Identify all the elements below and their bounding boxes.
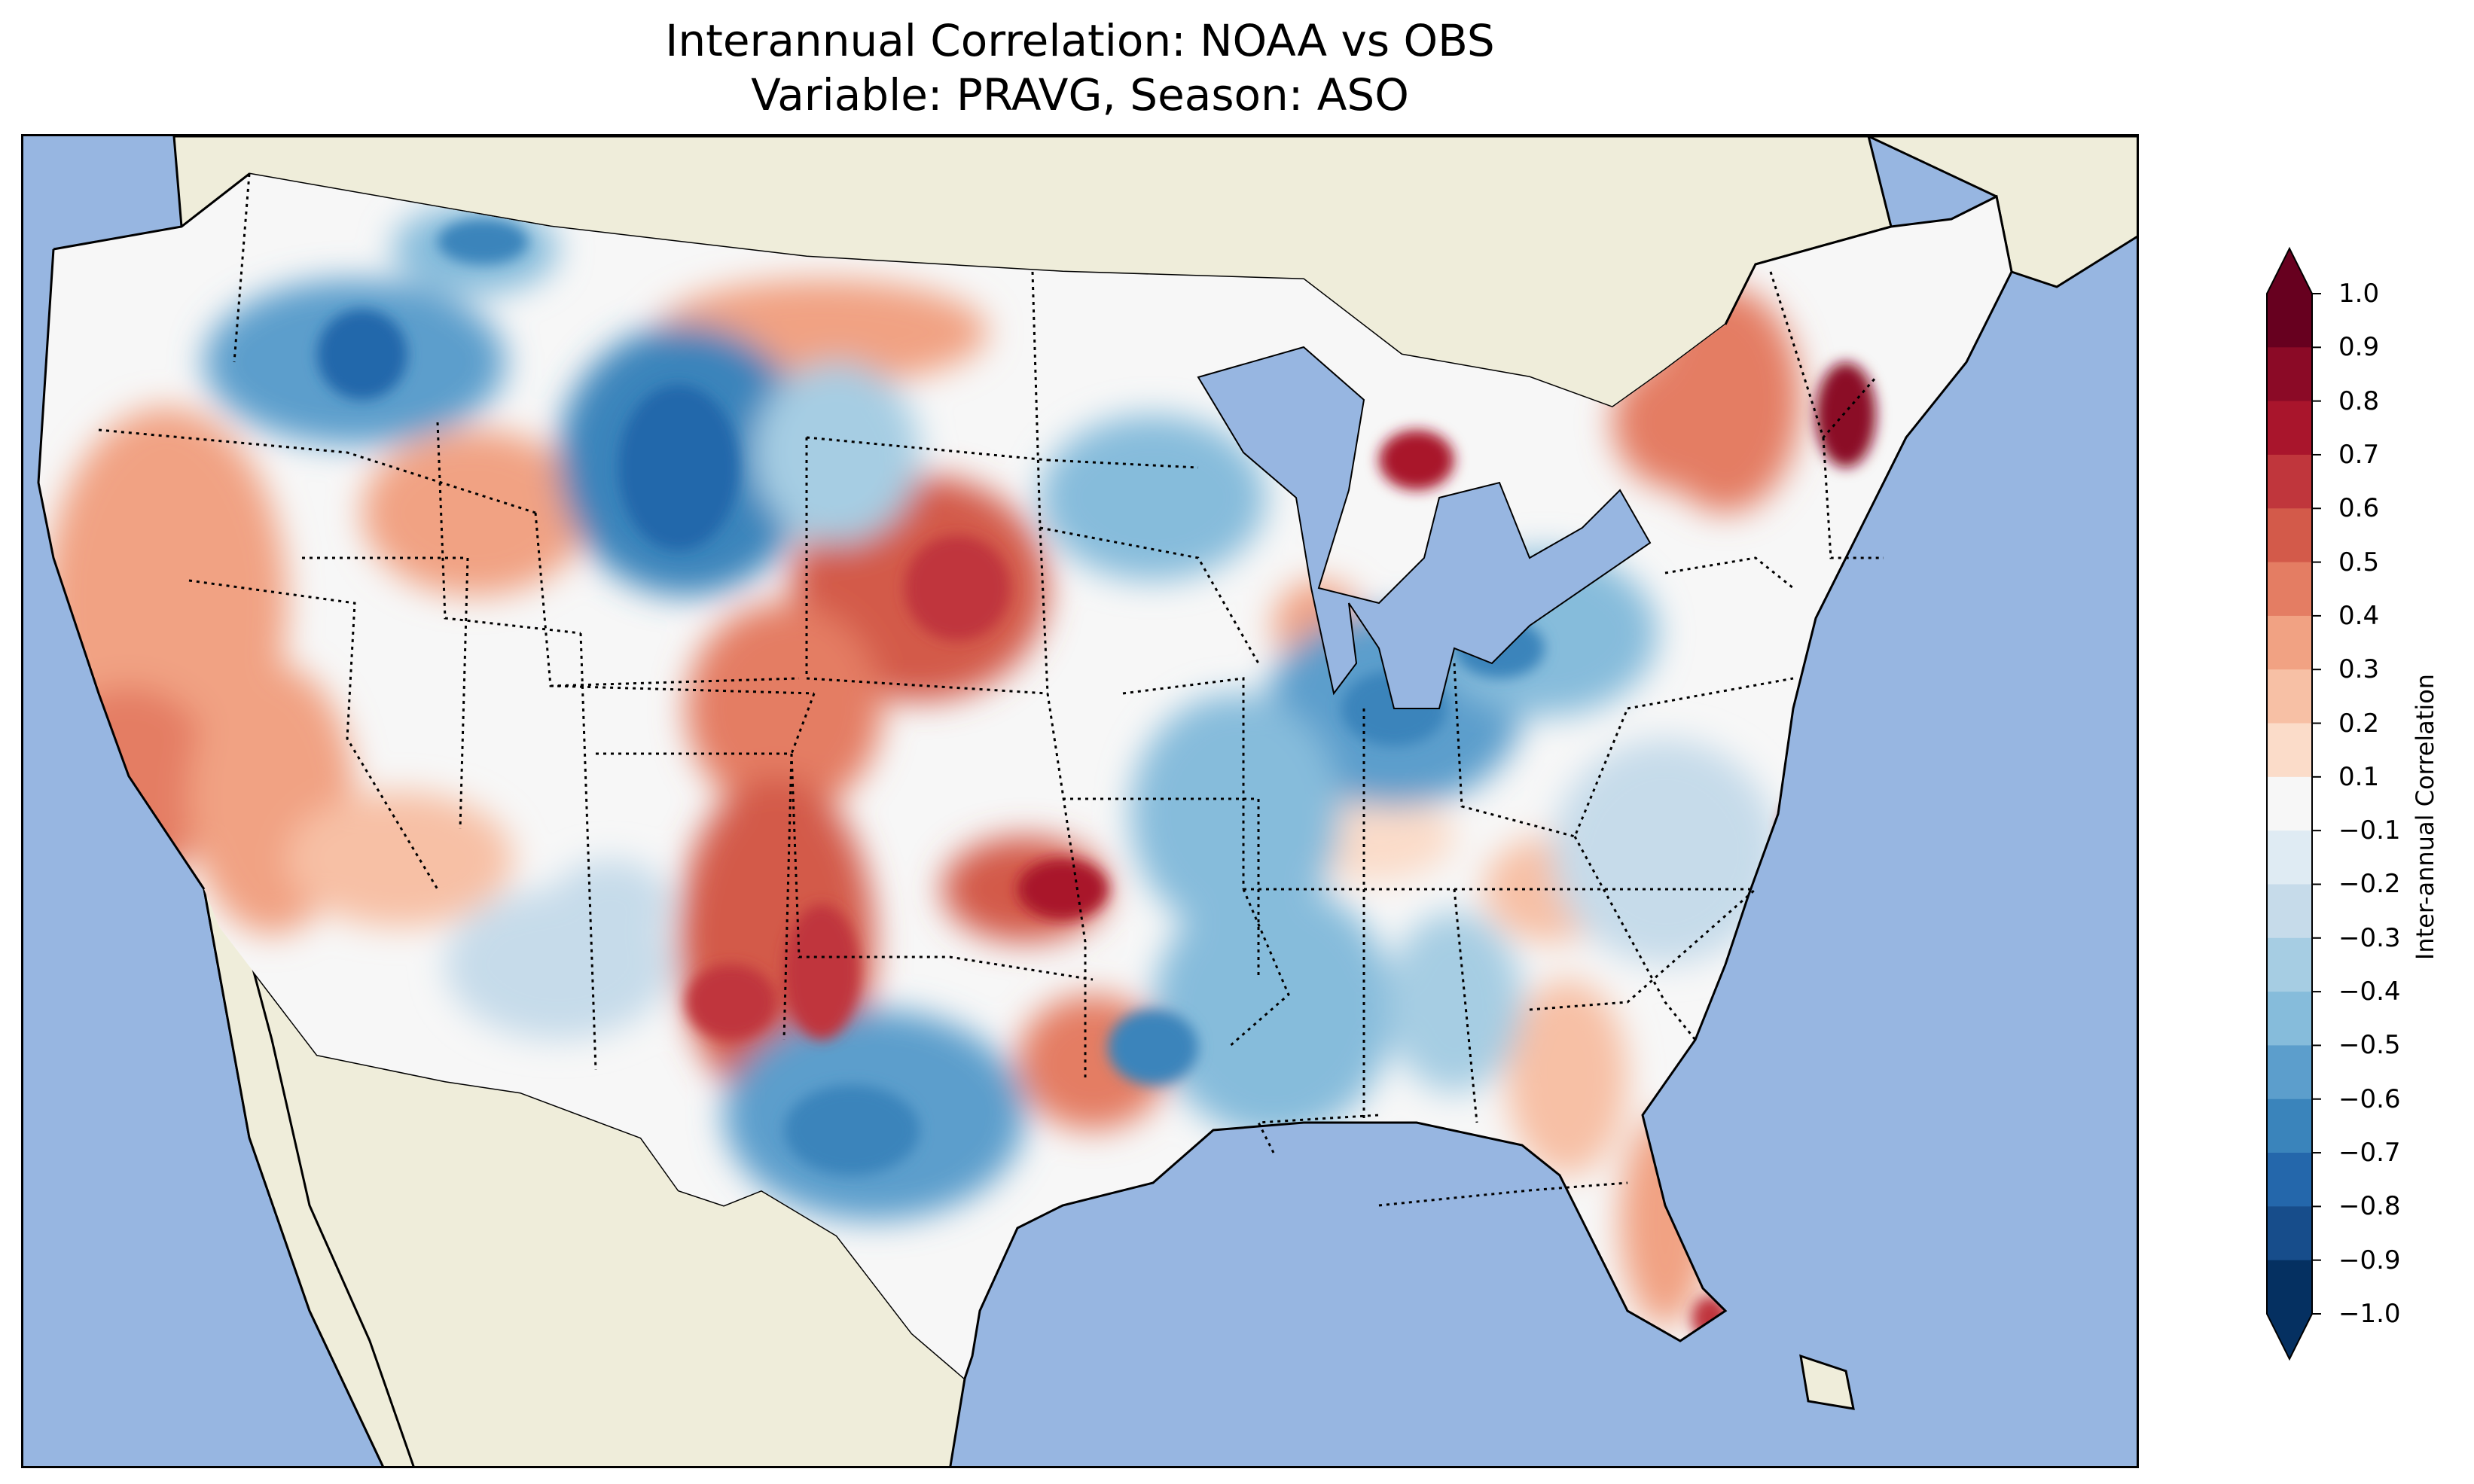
colorbar-segment <box>2267 884 2312 939</box>
colorbar-segment <box>2267 615 2312 670</box>
state-borders <box>98 173 1884 1207</box>
baja-peninsula-land <box>202 885 415 1466</box>
colorbar-segment <box>2267 562 2312 617</box>
colorbar-tick-label: −0.4 <box>2338 977 2401 1007</box>
colorbar-segment <box>2267 937 2312 992</box>
colorbar-segment <box>2267 294 2312 348</box>
great-lakes <box>1197 346 1652 709</box>
bahamas-land <box>1799 1354 1855 1410</box>
colorbar-tick-label: 0.1 <box>2338 761 2380 792</box>
colorbar-tick-label: −0.7 <box>2338 1138 2401 1169</box>
colorbar-extend-min <box>2267 1314 2312 1359</box>
colorbar-segment <box>2267 454 2312 509</box>
colorbar-segment <box>2267 669 2312 724</box>
title-line-2: Variable: PRAVG, Season: ASO <box>751 69 1409 120</box>
colorbar-segment <box>2267 992 2312 1046</box>
colorbar-tick-label: 0.9 <box>2338 332 2380 363</box>
colorbar-tick-label: 1.0 <box>2338 279 2380 309</box>
colorbar-tick-label: 0.8 <box>2338 385 2380 416</box>
colorbar-extend-max <box>2267 248 2312 294</box>
colorbar-tick-label: −0.5 <box>2338 1030 2401 1061</box>
colorbar-tick-label: −0.3 <box>2338 922 2401 953</box>
colorbar-segment <box>2267 1153 2312 1207</box>
colorbar-tick-label: −0.9 <box>2338 1245 2401 1275</box>
colorbar-segment <box>2267 1099 2312 1153</box>
colorbar-segment <box>2267 1206 2312 1261</box>
colorbar-segment <box>2267 508 2312 563</box>
colorbar-segment <box>2267 830 2312 885</box>
colorbar-tick-label: 0.5 <box>2338 547 2380 577</box>
us-correlation-map <box>37 136 2137 1466</box>
colorbar-tick-label: −1.0 <box>2338 1299 2401 1329</box>
colorbar-tick-label: 0.3 <box>2338 654 2380 685</box>
colorbar-tick-label: 0.4 <box>2338 600 2380 631</box>
us-coastline <box>37 172 2013 1379</box>
colorbar-segment <box>2267 1260 2312 1315</box>
map-title: Interannual Correlation: NOAA vs OBS Var… <box>21 14 2139 122</box>
map-panel <box>21 134 2139 1468</box>
colorbar-label: Inter-annual Correlation <box>2411 673 2439 961</box>
colorbar-tick-label: −0.6 <box>2338 1083 2401 1114</box>
colorbar-tick-label: −0.8 <box>2338 1191 2401 1222</box>
colorbar-segment <box>2267 723 2312 778</box>
colorbar-tick-label: 0.2 <box>2338 708 2380 739</box>
colorbar-outline <box>2266 246 2313 1361</box>
colorbar-segment <box>2267 401 2312 456</box>
colorbar-segment <box>2267 1045 2312 1100</box>
colorbar-tick-label: 0.7 <box>2338 439 2380 470</box>
colorbar-tick-label: −0.1 <box>2338 815 2401 846</box>
colorbar-tick-label: −0.2 <box>2338 869 2401 900</box>
colorbar-segment <box>2267 776 2312 831</box>
colorbar-segment <box>2267 347 2312 402</box>
title-line-1: Interannual Correlation: NOAA vs OBS <box>665 15 1495 66</box>
colorbar-tick-label: 0.6 <box>2338 493 2380 524</box>
